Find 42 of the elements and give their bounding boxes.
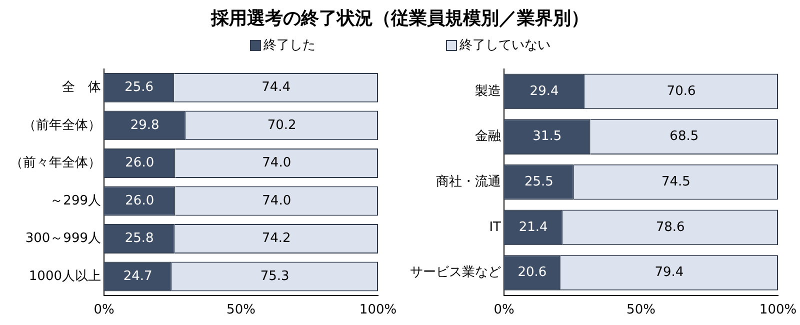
y-tick-label: ～299人 [50, 193, 101, 208]
data-label: 29.8 [130, 118, 160, 133]
legend-label: 終了した [264, 37, 316, 54]
y-tick-label: 商社・流通 [436, 173, 501, 190]
y-tick-label: 300～999人 [25, 231, 101, 246]
text: 終了していない [460, 37, 550, 54]
data-label: 68.5 [670, 129, 699, 144]
data-label: 74.0 [262, 193, 292, 208]
chart-title: 採用選考の終了状況（従業員規模別／業界別） [210, 7, 590, 30]
y-tick-label: IT [489, 220, 502, 235]
data-label: 31.5 [532, 129, 562, 144]
data-label: 74.0 [262, 156, 292, 171]
y-tick-label: 全 体 [62, 80, 101, 96]
y-tick-label: 金融 [475, 129, 501, 144]
x-tick-label: 100% [359, 302, 397, 318]
data-label: 79.4 [654, 265, 684, 280]
y-tick-label: サービス業など [410, 265, 501, 280]
data-label: 29.4 [530, 84, 559, 99]
x-tick-label: 50% [226, 302, 256, 318]
x-tick-label: 0% [494, 302, 514, 318]
data-label: 70.2 [267, 118, 296, 133]
x-tick-label: 100% [759, 302, 797, 318]
y-tick-label: 製造 [475, 84, 501, 99]
y-tick-label: （前々年全体） [10, 156, 101, 171]
data-label: 75.3 [260, 268, 290, 284]
data-label: 26.0 [125, 193, 154, 208]
data-label: 21.4 [518, 220, 548, 235]
data-label: 78.6 [656, 220, 685, 235]
data-label: 25.6 [124, 80, 154, 96]
x-tick-label: 50% [626, 302, 656, 318]
data-label: 24.7 [123, 268, 152, 284]
data-label: 70.6 [666, 84, 696, 99]
data-label: 20.6 [518, 265, 547, 280]
y-tick-label: 1000人以上 [28, 268, 101, 284]
data-label: 74.4 [262, 80, 291, 96]
x-tick-label: 0% [94, 302, 114, 318]
data-label: 26.0 [125, 156, 154, 171]
data-label: 74.5 [661, 174, 690, 190]
data-label: 25.8 [124, 231, 154, 246]
data-label: 25.5 [524, 174, 554, 190]
data-label: 74.2 [262, 231, 291, 246]
y-tick-label: （前年全体） [23, 118, 101, 133]
